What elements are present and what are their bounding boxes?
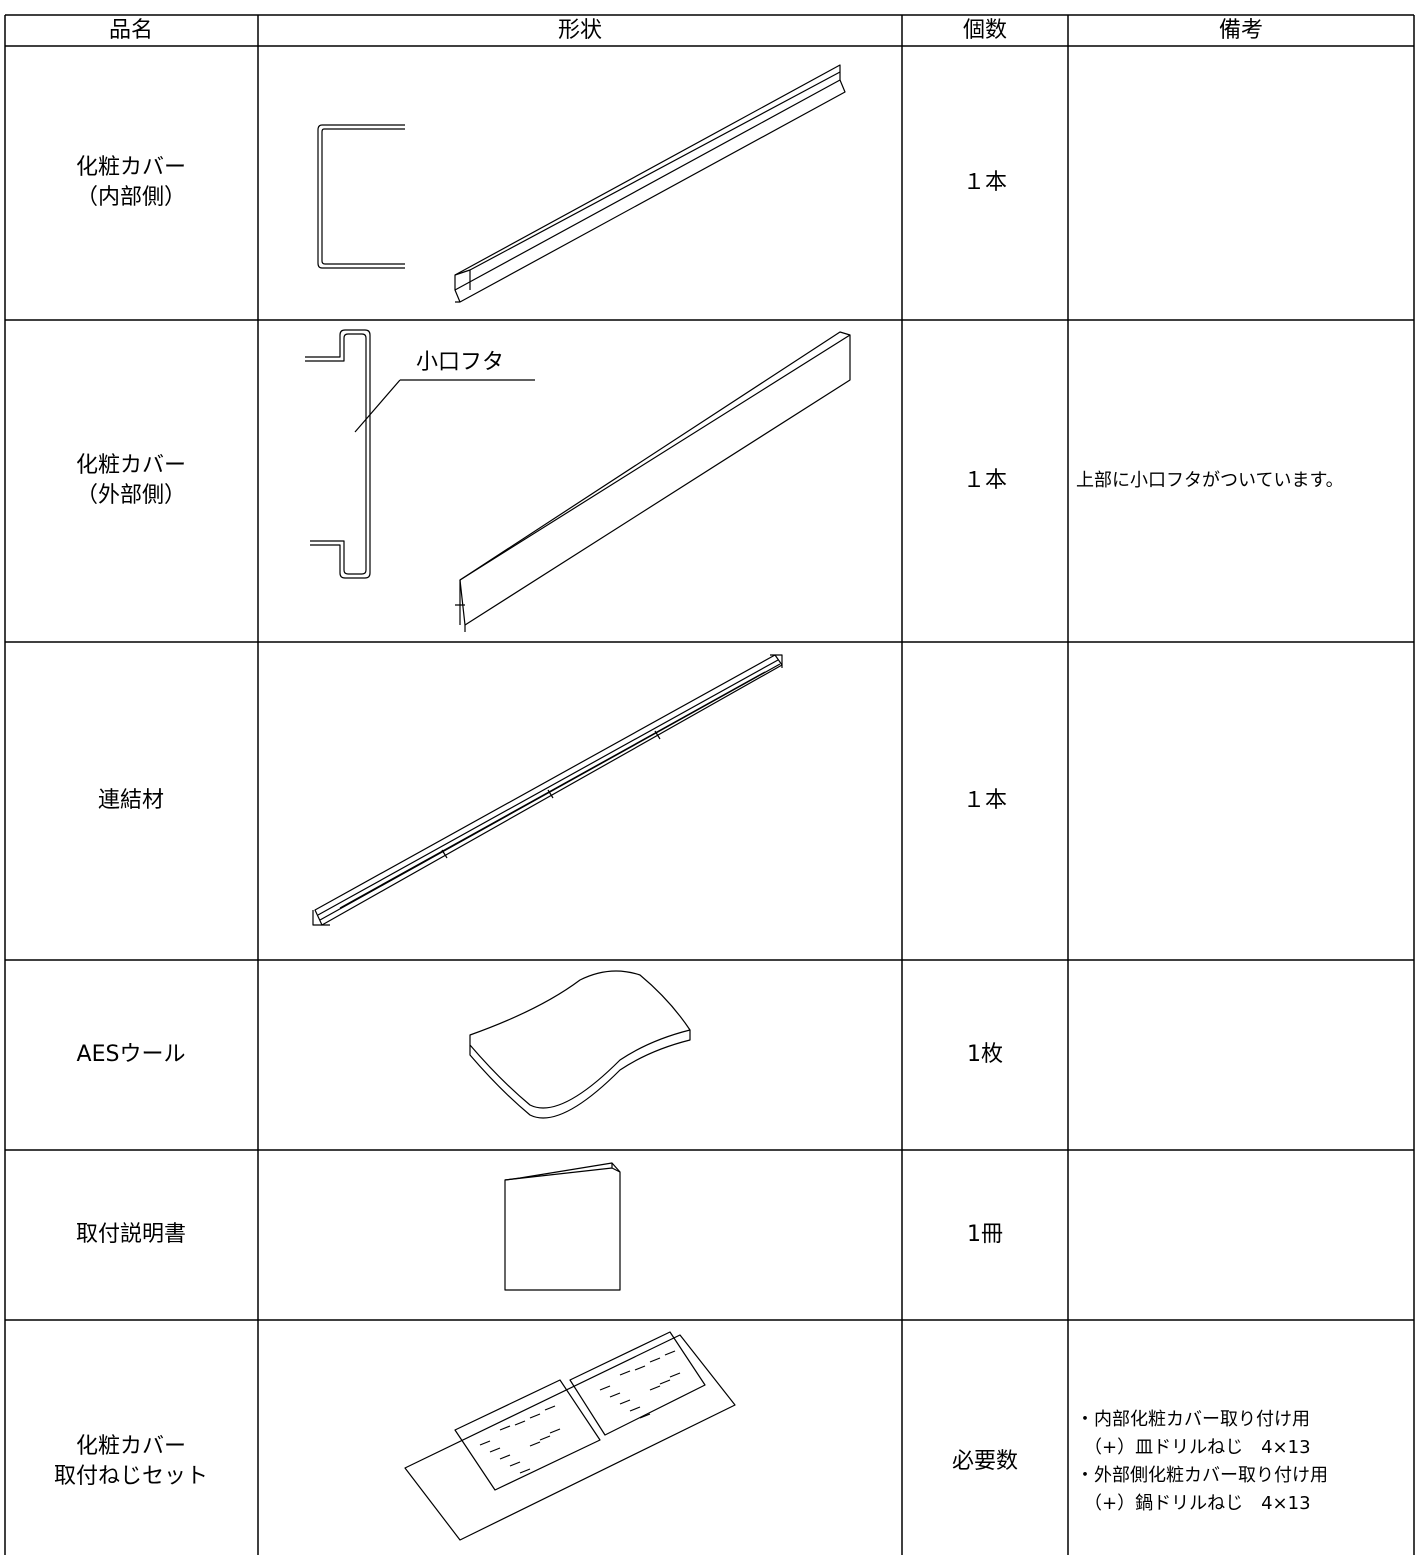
manual-drawing <box>504 1162 621 1291</box>
item-name: 化粧カバー <box>76 453 186 478</box>
item-name: （外部側） <box>76 483 186 508</box>
connector-drawing <box>312 654 783 926</box>
item-name: （内部側） <box>76 185 186 210</box>
header-cell: 備考 <box>1219 18 1263 43</box>
header-cell: 形状 <box>558 18 602 43</box>
item-count: １本 <box>963 170 1007 195</box>
item-note: ・内部化粧カバー取り付け用 <box>1076 1409 1310 1430</box>
callout-label: 小口フタ <box>416 350 504 375</box>
item-note: 上部に小口フタがついています。 <box>1076 470 1344 491</box>
item-name: 取付説明書 <box>76 1222 186 1247</box>
item-name: AESウール <box>77 1042 186 1067</box>
item-count: 1冊 <box>967 1222 1003 1247</box>
inner-cover-drawing <box>317 64 846 303</box>
item-count: 1枚 <box>967 1042 1003 1067</box>
wool-drawing <box>469 970 691 1119</box>
table-grid <box>4 14 1415 1555</box>
item-name: 化粧カバー <box>76 1434 186 1459</box>
item-count: １本 <box>963 468 1007 493</box>
item-name: 連結材 <box>98 788 164 813</box>
item-note: ・外部側化粧カバー取り付け用 <box>1076 1465 1328 1486</box>
outer-cover-drawing: 小口フタ <box>305 329 851 632</box>
item-count: １本 <box>963 788 1007 813</box>
header-cell: 品名 <box>109 18 153 43</box>
item-note: （+）皿ドリルねじ 4×13 <box>1084 1437 1311 1458</box>
header-cell: 個数 <box>963 18 1007 43</box>
item-name: 化粧カバー <box>76 155 186 180</box>
item-name: 取付ねじセット <box>54 1464 208 1489</box>
item-count: 必要数 <box>952 1449 1018 1474</box>
screw-set-drawing <box>404 1331 736 1541</box>
item-note: （+）鍋ドリルねじ 4×13 <box>1084 1493 1311 1514</box>
